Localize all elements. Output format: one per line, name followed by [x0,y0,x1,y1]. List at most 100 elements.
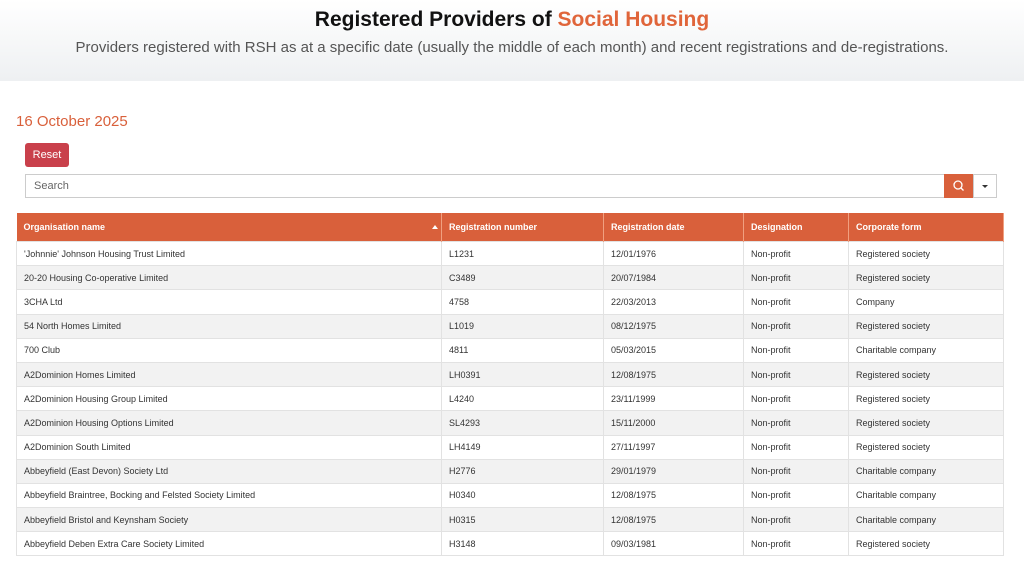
table-row[interactable]: Abbeyfield Bristol and Keynsham Society H… [16,507,1004,533]
date-heading: 16 October 2025 [16,113,128,130]
table-cell: Registered society [848,410,1004,436]
table-cell: 12/08/1975 [603,507,744,533]
table-cell: Non-profit [743,337,849,363]
table-row[interactable]: A2Dominion Homes Limited LH0391 12/08/1975… [16,361,1004,388]
table-row[interactable]: Abbeyfield Deben Extra Care Society Limi… [16,531,1004,557]
table-cell: 20/07/1984 [603,265,744,291]
table-cell: Registered society [848,240,1004,267]
table-cell: Charitable company [848,482,1004,509]
table-row[interactable]: 20-20 Housing Co-operative Limited C3489 2… [16,265,1004,291]
table-cell: Abbeyfield Bristol and Keynsham Society [16,507,442,533]
table-cell: Non-profit [743,482,849,509]
table-cell: Registered society [848,265,1004,291]
table-cell: 4811 [441,337,604,363]
table-cell: Non-profit [743,434,849,460]
table-cell: 05/03/2015 [603,337,744,363]
column-header[interactable]: Organisation name [16,213,442,242]
title-text: Registered Providers of [314,8,552,31]
table-cell: 'Johnnie' Johnson Housing Trust Limited [16,240,442,267]
table-cell: Registered society [848,386,1004,412]
table-cell: Abbeyfield Deben Extra Care Society Limi… [16,531,442,557]
table-cell: Non-profit [743,289,849,315]
table-cell: 20-20 Housing Co-operative Limited [16,265,442,291]
table-cell: 3CHA Ltd [16,289,442,315]
title-highlight: Social Housing [557,8,710,31]
table-cell: 23/11/1999 [603,386,744,412]
caret-icon [982,185,988,188]
table-cell: Non-profit [743,531,849,557]
table-row[interactable]: A2Dominion South Limited LH4149 27/11/1997… [16,434,1004,460]
column-header[interactable]: Corporate form [848,213,1004,242]
table-cell: 29/01/1979 [603,458,744,484]
table-cell: 12/08/1975 [603,361,744,388]
table-row[interactable]: A2Dominion Housing Options Limited SL4293… [16,410,1004,436]
table-cell: H0315 [441,507,604,533]
table-cell: Registered society [848,313,1004,339]
table-cell: H2776 [441,458,604,484]
reset-button[interactable]: Reset [25,143,69,167]
column-header[interactable]: Registration date [603,213,744,242]
table-cell: L1019 [441,313,604,339]
table-cell: 12/08/1975 [603,482,744,509]
table-body: 'Johnnie' Johnson Housing Trust Limited L… [16,240,1004,557]
header-row: Organisation name Registration number Regi… [16,213,1004,242]
table-cell: C3489 [441,265,604,291]
table-cell: Registered society [848,361,1004,388]
table-cell: Non-profit [743,507,849,533]
table-cell: 700 Club [16,337,442,363]
table-cell: 4758 [441,289,604,315]
table-cell: Non-profit [743,240,849,267]
table-row[interactable]: 700 Club 4811 05/03/2015 Non-profit Charitab… [16,337,1004,363]
table-cell: L4240 [441,386,604,412]
table-row[interactable]: Abbeyfield (East Devon) Society Ltd H2776… [16,458,1004,484]
table-row[interactable]: 'Johnnie' Johnson Housing Trust Limited L… [16,240,1004,267]
table-cell: Non-profit [743,386,849,412]
table-cell: 22/03/2013 [603,289,744,315]
search-input[interactable]: Search [25,174,945,198]
table-cell: A2Dominion Homes Limited [16,361,442,388]
table-cell: SL4293 [441,410,604,436]
table-cell: H0340 [441,482,604,509]
table-cell: Company [848,289,1004,315]
column-header[interactable]: Registration number [441,213,604,242]
table-cell: Non-profit [743,458,849,484]
table-cell: H3148 [441,531,604,557]
column-header[interactable]: Designation [743,213,849,242]
table-cell: Non-profit [743,265,849,291]
table-cell: Non-profit [743,361,849,388]
header [0,0,1024,81]
table-cell: 09/03/1981 [603,531,744,557]
table-cell: LH0391 [441,361,604,388]
table-cell: Charitable company [848,458,1004,484]
search-icon [953,180,964,191]
table-cell: Non-profit [743,313,849,339]
table-cell: L1231 [441,240,604,267]
table-cell: Abbeyfield (East Devon) Society Ltd [16,458,442,484]
providers-table: Organisation name Registration number Regi… [16,213,1004,557]
table-cell: 54 North Homes Limited [16,313,442,339]
table-cell: Charitable company [848,507,1004,533]
table-row[interactable]: 54 North Homes Limited L1019 08/12/1975 Non… [16,313,1004,339]
table-cell: Registered society [848,434,1004,460]
page-title: Registered Providers of Social Housing [0,8,1024,32]
table-cell: 27/11/1997 [603,434,744,460]
table-cell: 15/11/2000 [603,410,744,436]
table-cell: Abbeyfield Braintree, Bocking and Felste… [16,482,442,509]
table-cell: LH4149 [441,434,604,460]
table-cell: Charitable company [848,337,1004,363]
table-row[interactable]: Abbeyfield Braintree, Bocking and Felste… [16,482,1004,509]
table-cell: A2Dominion South Limited [16,434,442,460]
search-button[interactable] [944,174,973,198]
table-row[interactable]: 3CHA Ltd 4758 22/03/2013 Non-profit Company [16,289,1004,315]
subtitle: Providers registered with RSH as at a sp… [75,39,949,56]
table-cell: A2Dominion Housing Options Limited [16,410,442,436]
table-cell: A2Dominion Housing Group Limited [16,386,442,412]
table-cell: Registered society [848,531,1004,557]
table-row[interactable]: A2Dominion Housing Group Limited L4240 23/… [16,386,1004,412]
table-cell: 08/12/1975 [603,313,744,339]
table-cell: Non-profit [743,410,849,436]
dropdown-button[interactable] [973,174,997,198]
sort-icon [432,225,438,229]
table-cell: 12/01/1976 [603,240,744,267]
